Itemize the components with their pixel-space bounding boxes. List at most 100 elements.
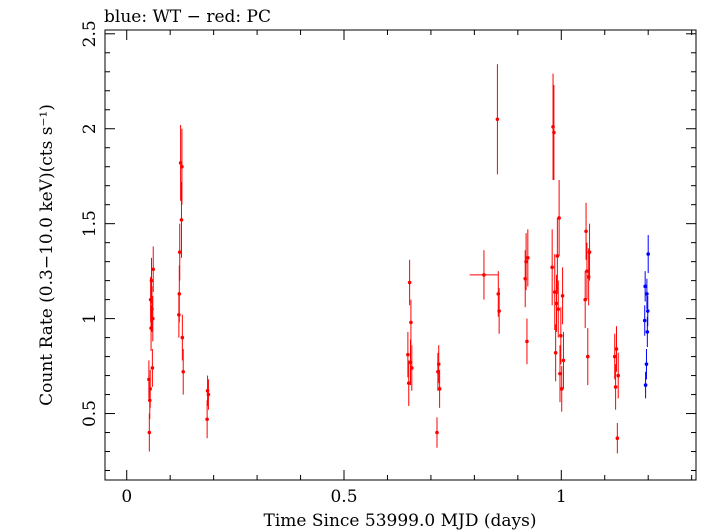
data-point-pc — [583, 271, 587, 329]
data-marker — [177, 250, 182, 254]
data-marker — [147, 430, 152, 435]
data-point-pc — [612, 333, 617, 380]
data-marker — [407, 280, 412, 285]
data-point-pc — [407, 259, 412, 306]
data-point-pc — [587, 223, 592, 281]
data-marker — [585, 354, 590, 359]
data-marker — [585, 269, 589, 273]
plot-frame — [104, 29, 697, 481]
data-marker — [583, 297, 587, 302]
data-point-pc — [613, 364, 618, 410]
data-marker — [435, 430, 439, 435]
data-point-pc — [553, 324, 558, 382]
data-marker — [645, 309, 650, 313]
data-marker — [557, 216, 561, 220]
data-point-pc — [409, 299, 413, 346]
data-marker — [206, 392, 211, 397]
data-marker — [614, 347, 619, 351]
data-point-pc — [554, 274, 559, 332]
data-point-wt — [644, 348, 649, 380]
data-marker — [643, 383, 648, 387]
data-marker — [524, 259, 528, 264]
data-marker — [181, 369, 186, 374]
data-marker — [552, 130, 556, 135]
data-marker — [177, 292, 182, 296]
data-marker — [613, 385, 618, 389]
x-tick-label: 0 — [121, 487, 132, 507]
data-point-pc — [409, 345, 414, 391]
data-marker — [526, 256, 530, 260]
data-point-pc — [406, 331, 410, 378]
data-point-pc — [497, 288, 501, 334]
data-point-pc — [148, 369, 152, 408]
data-point-pc — [177, 223, 182, 281]
data-marker — [559, 333, 563, 338]
data-marker — [179, 218, 184, 222]
data-marker — [556, 307, 561, 311]
data-marker — [559, 387, 564, 391]
data-marker — [642, 318, 647, 323]
data-point-pc — [151, 295, 155, 342]
data-marker — [615, 436, 620, 441]
data-point-pc — [437, 369, 442, 408]
data-point-wt — [645, 278, 649, 310]
data-point-pc — [552, 85, 556, 180]
data-marker — [561, 358, 566, 363]
data-marker — [616, 373, 621, 378]
data-marker — [497, 309, 501, 313]
data-point-pc — [614, 326, 619, 372]
data-point-pc — [555, 217, 560, 294]
data-marker — [555, 254, 560, 258]
data-marker — [482, 273, 486, 277]
data-marker — [406, 352, 410, 357]
data-point-pc — [585, 242, 589, 300]
data-marker — [151, 267, 156, 272]
series-pc — [147, 64, 621, 454]
series-wt — [642, 235, 650, 399]
data-marker — [554, 301, 559, 306]
data-marker — [436, 362, 441, 366]
y-tick-label: 0.5 — [80, 400, 100, 427]
data-point-pc — [495, 64, 500, 175]
data-point-pc — [205, 400, 209, 439]
data-marker — [151, 316, 155, 321]
data-marker — [612, 354, 617, 359]
y-tick-label: 2.5 — [80, 20, 100, 47]
data-marker — [180, 164, 184, 169]
x-tick-label: 1 — [556, 487, 567, 507]
data-point-pc — [585, 328, 590, 386]
data-marker — [645, 330, 650, 334]
data-point-pc — [526, 229, 530, 287]
data-marker — [560, 294, 565, 298]
data-point-pc — [147, 413, 152, 452]
data-point-wt — [645, 295, 650, 327]
data-marker — [558, 371, 562, 376]
data-marker — [205, 417, 209, 422]
y-axis-title: Count Rate (0.3−10.0 keV)(cts s⁻¹) — [37, 104, 57, 406]
data-point-pc — [616, 352, 621, 399]
data-marker — [495, 117, 500, 122]
data-marker — [409, 366, 414, 370]
chart-title: blue: WT − red: PC — [104, 7, 271, 27]
data-marker — [437, 387, 442, 391]
data-point-pc — [557, 180, 561, 256]
data-marker — [180, 335, 185, 340]
data-marker — [409, 320, 413, 325]
x-tick-label: 0.5 — [330, 487, 357, 507]
data-marker — [553, 350, 558, 355]
data-marker — [587, 250, 592, 254]
data-point-pc — [151, 246, 156, 293]
data-point-pc — [469, 250, 499, 300]
data-marker — [645, 292, 649, 296]
data-point-wt — [642, 305, 647, 336]
data-point-pc — [406, 360, 411, 406]
data-marker — [550, 265, 554, 270]
data-point-pc — [584, 202, 588, 260]
data-point-pc — [150, 348, 155, 387]
data-point-pc — [556, 280, 561, 338]
data-marker — [644, 362, 649, 366]
data-marker — [148, 387, 152, 391]
data-point-wt — [643, 271, 647, 302]
data-point-pc — [436, 345, 441, 384]
